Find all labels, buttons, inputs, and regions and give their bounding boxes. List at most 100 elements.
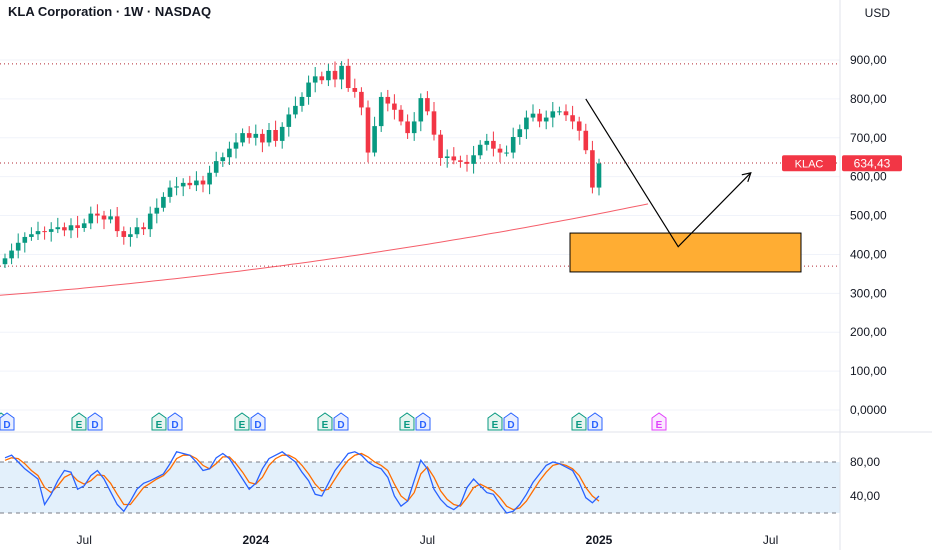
candle-body xyxy=(405,121,410,134)
dividend-marker[interactable]: D xyxy=(587,412,603,431)
marker-shape xyxy=(0,412,15,431)
marker-shape xyxy=(487,412,503,431)
dividend-marker[interactable]: D xyxy=(250,412,266,431)
marker-letter: E xyxy=(656,420,663,431)
candle-body xyxy=(326,70,331,81)
time-tick-label: 2024 xyxy=(242,533,269,547)
earnings-marker[interactable]: E xyxy=(151,412,167,431)
candle-body xyxy=(471,155,476,164)
earnings-marker[interactable]: E xyxy=(651,412,667,431)
earnings-marker[interactable]: E xyxy=(399,412,415,431)
candle-body xyxy=(194,180,199,186)
candles[interactable] xyxy=(2,58,602,269)
candle-body xyxy=(431,111,437,135)
candle-body xyxy=(29,234,34,237)
currency-label[interactable]: USD xyxy=(864,6,890,20)
projection-path[interactable] xyxy=(585,98,752,248)
candle-body xyxy=(180,182,186,187)
candle-body xyxy=(312,76,318,83)
candle-body xyxy=(537,113,542,122)
marker-shape xyxy=(651,412,667,431)
earnings-marker[interactable]: E xyxy=(317,412,333,431)
candle-body xyxy=(9,250,14,259)
price-tick-label: 800,00 xyxy=(850,92,887,106)
earnings-marker[interactable]: E xyxy=(71,412,87,431)
candle-body xyxy=(378,96,384,127)
candle-body xyxy=(279,126,285,141)
candle-body xyxy=(55,227,61,230)
candle-body xyxy=(68,225,74,231)
marker-shape xyxy=(234,412,250,431)
earnings-marker[interactable]: E xyxy=(571,412,587,431)
dividend-marker[interactable]: D xyxy=(167,412,183,431)
candle-body xyxy=(2,258,8,265)
candle-body xyxy=(352,88,358,92)
candle-body xyxy=(293,105,298,115)
candle-body xyxy=(108,216,113,220)
candle-body xyxy=(576,121,582,131)
candle-body xyxy=(101,215,107,220)
dividend-marker[interactable]: D xyxy=(0,412,15,431)
marker-letter: D xyxy=(419,420,426,431)
marker-letter: E xyxy=(404,420,411,431)
candle-body xyxy=(246,133,252,138)
candle-body xyxy=(438,134,443,158)
dividend-marker[interactable]: D xyxy=(87,412,103,431)
price-tick-label: 100,00 xyxy=(850,364,887,378)
earnings-marker[interactable]: E xyxy=(487,412,503,431)
candle-body xyxy=(227,148,232,158)
candle-body xyxy=(114,216,120,232)
price-tick-label: 900,00 xyxy=(850,53,887,67)
candle-body xyxy=(22,236,28,243)
stochastic-panel[interactable] xyxy=(0,451,840,514)
price-tick-label: 400,00 xyxy=(850,247,887,261)
price-badge: KLAC 634,43 xyxy=(782,155,902,172)
candle-body xyxy=(286,114,292,127)
stoch-tick-label: 40,00 xyxy=(850,489,880,503)
dividend-marker[interactable]: D xyxy=(333,412,349,431)
candle-body xyxy=(95,213,100,216)
time-axis[interactable]: Jul 2024 Jul 2025 Jul xyxy=(77,533,779,547)
candle-body xyxy=(504,152,509,154)
candle-body xyxy=(147,213,153,230)
candle-body xyxy=(550,111,556,118)
candle-body xyxy=(121,231,127,237)
time-tick-label: Jul xyxy=(763,533,778,547)
candle-body xyxy=(174,186,179,188)
candle-body xyxy=(319,76,325,81)
candle-body xyxy=(62,227,67,231)
candle-body xyxy=(345,65,351,88)
candle-body xyxy=(458,160,463,162)
candle-body xyxy=(75,225,80,228)
candle-body xyxy=(510,137,516,153)
price-badge-box xyxy=(842,155,902,172)
earnings-markers[interactable]: EDEDEDEDEDEDEDEDE xyxy=(0,412,667,431)
candle-body xyxy=(477,144,483,156)
candle-body xyxy=(266,130,272,143)
marker-shape xyxy=(167,412,183,431)
candle-body xyxy=(563,111,569,116)
earnings-marker[interactable]: E xyxy=(234,412,250,431)
candle-body xyxy=(48,229,54,232)
time-tick-label: Jul xyxy=(77,533,92,547)
candle-body xyxy=(128,234,133,237)
candle-body xyxy=(220,157,226,162)
dividend-marker[interactable]: D xyxy=(415,412,431,431)
candle-body xyxy=(240,133,245,143)
marker-letter: E xyxy=(576,420,583,431)
candle-body xyxy=(517,129,523,137)
candle-body xyxy=(88,213,94,224)
candle-body xyxy=(425,98,430,112)
candle-body xyxy=(42,231,47,233)
marker-letter: E xyxy=(76,420,83,431)
candle-body xyxy=(213,161,219,173)
candle-body xyxy=(332,70,338,80)
time-tick-label: Jul xyxy=(420,533,435,547)
candle-body xyxy=(81,223,87,228)
candle-body xyxy=(365,107,371,153)
dividend-marker[interactable]: D xyxy=(503,412,519,431)
price-tick-label: 600,00 xyxy=(850,170,887,184)
